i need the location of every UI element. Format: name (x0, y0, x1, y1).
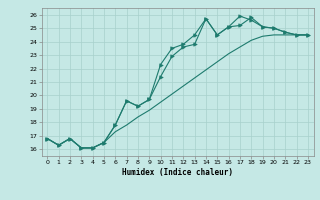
X-axis label: Humidex (Indice chaleur): Humidex (Indice chaleur) (122, 168, 233, 177)
